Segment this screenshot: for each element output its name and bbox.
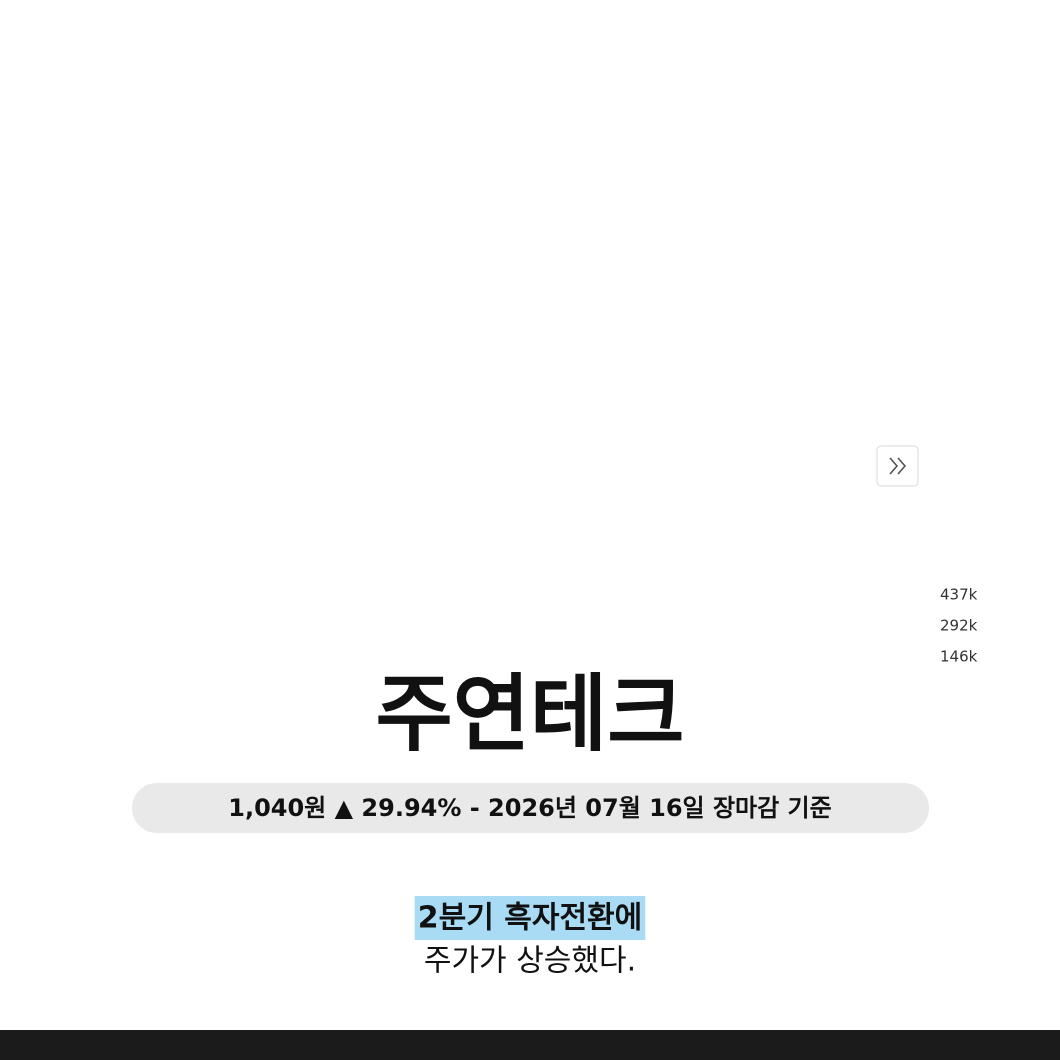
scroll-button[interactable] <box>876 445 919 487</box>
volume-ticks: 437k 292k 146k <box>940 585 978 665</box>
footer-bar <box>0 1030 1060 1060</box>
subtitle: 1,040원 ▲ 29.94% - 2026년 07월 16일 장마감 기준 <box>228 794 831 822</box>
caption: 주가가 상승했다. <box>424 944 636 979</box>
volume-tick-label: 437k <box>940 585 978 603</box>
caption: 2분기 흑자전환에 <box>418 901 643 936</box>
subtitle-pill <box>132 783 929 833</box>
title: 주연테크 <box>375 665 684 763</box>
volume-tick-label: 292k <box>940 616 978 634</box>
volume-tick-label: 146k <box>940 647 978 665</box>
highlight <box>414 896 646 940</box>
